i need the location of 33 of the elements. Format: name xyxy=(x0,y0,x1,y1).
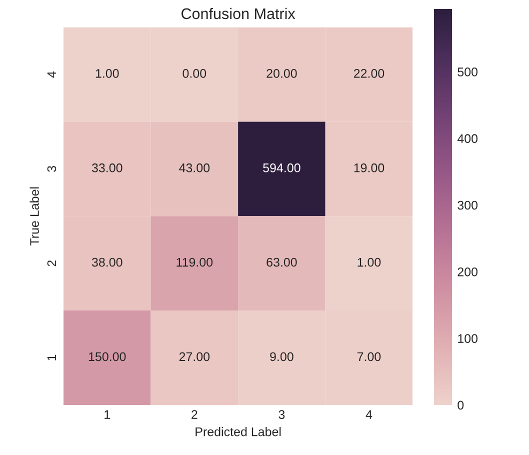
x-tick-label: 2 xyxy=(192,410,198,419)
data-label: 20.00 xyxy=(266,69,297,78)
color-bar-label: 500 xyxy=(458,68,478,76)
y-tick-label: 2 xyxy=(47,260,56,266)
color-bar-label: 200 xyxy=(458,267,478,276)
y-tick-label: 3 xyxy=(47,166,56,172)
data-label: 1.00 xyxy=(96,69,119,78)
data-label: 43.00 xyxy=(179,163,210,172)
data-label: 150.00 xyxy=(88,352,126,362)
color-bar-label: 0 xyxy=(458,400,464,410)
color-bar-label: 300 xyxy=(458,200,478,210)
x-tick-label: 4 xyxy=(366,410,372,419)
x-tick-label: 3 xyxy=(278,410,285,419)
chart-title: Confusion Matrix xyxy=(182,8,296,20)
data-label: 1.00 xyxy=(358,258,381,267)
data-label: 63.00 xyxy=(266,258,297,267)
data-label: 27.00 xyxy=(179,352,210,362)
x-axis-title: Predicted Label xyxy=(196,427,281,436)
data-label: 22.00 xyxy=(354,69,384,78)
y-tick-label: 1 xyxy=(47,354,56,360)
data-label: 7.00 xyxy=(357,352,381,362)
data-label: 19.00 xyxy=(354,163,384,172)
color-bar-label: 400 xyxy=(457,134,478,144)
x-tick-label: 1 xyxy=(104,410,110,419)
data-label: 594.00 xyxy=(263,163,300,172)
data-label: 38.00 xyxy=(92,258,122,267)
y-tick-label: 4 xyxy=(47,71,56,78)
color-bar-label: 100 xyxy=(458,334,478,343)
y-axis-title: True Label xyxy=(30,187,39,246)
data-label: 119.00 xyxy=(176,258,213,267)
data-label: 0.00 xyxy=(182,69,206,78)
data-label: 9.00 xyxy=(270,352,294,362)
data-label: 33.00 xyxy=(92,163,122,172)
